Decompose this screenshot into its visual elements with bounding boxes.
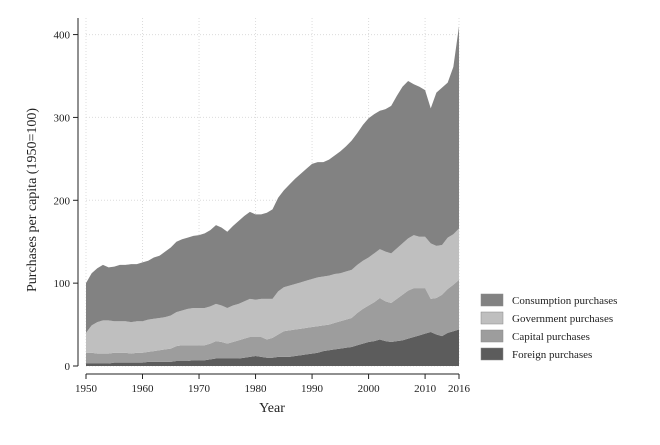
legend-swatch bbox=[480, 347, 504, 361]
y-tick-label: 100 bbox=[54, 278, 71, 290]
area-capital-purchases bbox=[86, 279, 459, 364]
x-tick-label: 1980 bbox=[245, 383, 268, 395]
x-axis-title: Year bbox=[259, 401, 285, 416]
x-tick-label: 1960 bbox=[132, 383, 155, 395]
legend-swatch bbox=[480, 329, 504, 343]
area-foreign-purchases bbox=[86, 329, 459, 366]
legend-swatch bbox=[480, 293, 504, 307]
area-government-purchases bbox=[86, 228, 459, 354]
y-tick-label: 400 bbox=[54, 30, 71, 42]
x-tick-label: 2010 bbox=[414, 383, 437, 395]
axis-layer: Year Purchases per capita (1950=100) 0 10… bbox=[25, 18, 471, 416]
legend: Consumption purchases Government purchase… bbox=[480, 293, 617, 361]
legend-label: Government purchases bbox=[512, 313, 613, 325]
x-tick-label: 2016 bbox=[448, 383, 471, 395]
y-tick-label: 200 bbox=[54, 195, 71, 207]
legend-label: Foreign purchases bbox=[512, 349, 592, 361]
y-tick-label: 0 bbox=[65, 361, 71, 373]
legend-label: Capital purchases bbox=[512, 331, 590, 343]
x-tick-label: 2000 bbox=[358, 383, 381, 395]
x-tick-label: 1970 bbox=[188, 383, 211, 395]
x-tick-label: 1950 bbox=[75, 383, 98, 395]
y-axis-title: Purchases per capita (1950=100) bbox=[25, 108, 40, 292]
area-consumption-purchases bbox=[86, 26, 459, 333]
y-tick-label: 300 bbox=[54, 112, 71, 124]
legend-swatch bbox=[480, 311, 504, 325]
area-layer bbox=[86, 26, 459, 366]
legend-label: Consumption purchases bbox=[512, 295, 617, 307]
x-tick-label: 1990 bbox=[301, 383, 324, 395]
